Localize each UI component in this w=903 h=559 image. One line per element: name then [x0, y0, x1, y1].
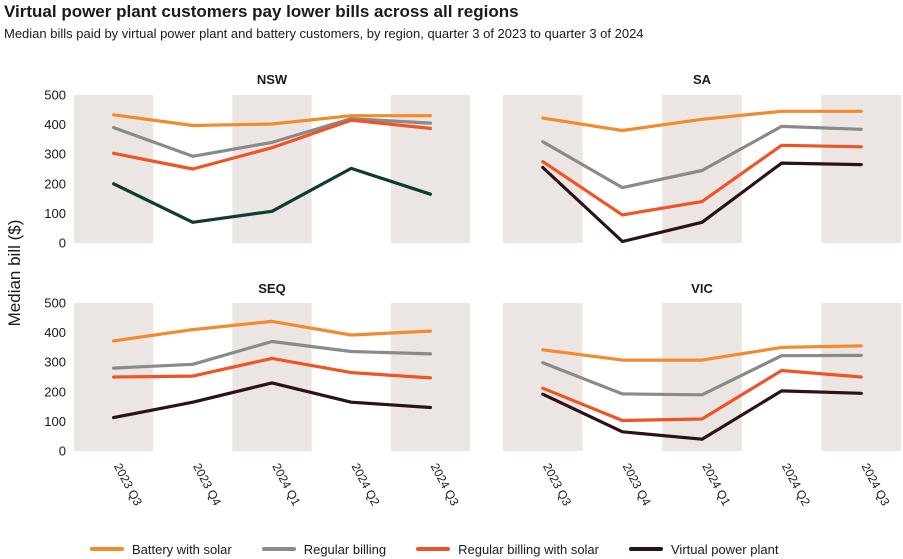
series-line-seq-virtual-power-plant — [111, 381, 432, 420]
legend-swatch-regular-billing — [261, 547, 296, 551]
series-line-seq-regular-billing — [111, 339, 432, 370]
legend-swatch-virtual-power-plant — [629, 547, 663, 551]
x-tick-label: 2023 Q4 — [620, 461, 654, 509]
legend-item-battery-with-solar: Battery with solar — [90, 542, 232, 557]
legend-label: Virtual power plant — [671, 541, 779, 557]
y-tick-label: 500 — [44, 88, 66, 103]
background-band-vic — [503, 303, 583, 451]
legend-swatch-regular-billing-with-solar — [416, 547, 451, 551]
x-tick-label: 2024 Q1 — [699, 461, 733, 509]
y-tick-label: 0 — [59, 236, 66, 251]
x-tick-label: 2023 Q3 — [111, 461, 145, 509]
y-tick-label: 200 — [44, 176, 66, 191]
x-tick-label: 2024 Q3 — [428, 461, 462, 509]
y-tick-label: 100 — [44, 206, 66, 221]
panel-title-vic: VIC — [691, 281, 713, 296]
panel-title-seq: SEQ — [258, 281, 285, 296]
series-line-vic-regular-billing — [541, 353, 863, 397]
background-band-nsw — [232, 95, 312, 243]
y-tick-label: 400 — [44, 325, 66, 340]
series-line-sa-virtual-power-plant — [541, 161, 863, 244]
y-axis-label: Median bill ($) — [5, 220, 24, 327]
chart-legend: Battery with solar Regular billing Regul… — [90, 540, 903, 558]
series-line-sa-regular-billing-with-solar — [541, 143, 863, 217]
x-tick-label: 2024 Q2 — [779, 461, 813, 509]
panel-title-nsw: NSW — [257, 72, 288, 87]
x-tick-label: 2024 Q1 — [269, 461, 303, 509]
series-line-nsw-battery-with-solar — [111, 113, 432, 128]
background-band-nsw — [390, 95, 470, 243]
y-tick-label: 100 — [44, 414, 66, 429]
y-tick-label: 300 — [44, 147, 66, 162]
chart-canvas: NSW 0 100 200 300 400 500 SA SEQ 0 100 200 300 400 500… — [5, 72, 901, 509]
background-band-sa — [821, 95, 901, 243]
background-band-vic — [662, 303, 742, 451]
series-line-sa-regular-billing — [541, 124, 863, 190]
series-line-vic-virtual-power-plant — [541, 389, 863, 441]
series-line-sa-battery-with-solar — [541, 109, 863, 133]
x-tick-label: 2023 Q4 — [190, 461, 224, 509]
y-tick-label: 300 — [44, 355, 66, 370]
background-band-seq — [232, 303, 312, 451]
series-line-seq-regular-billing-with-solar — [111, 356, 432, 380]
y-tick-label: 0 — [59, 444, 66, 459]
y-tick-label: 500 — [44, 296, 66, 311]
y-tick-label: 400 — [44, 117, 66, 132]
series-line-nsw-virtual-power-plant — [111, 166, 432, 224]
series-line-vic-battery-with-solar — [541, 344, 863, 362]
legend-label: Regular billing — [303, 541, 387, 557]
chart-subtitle: Median bills paid by virtual power plant… — [4, 26, 644, 41]
legend-item-virtual-power-plant: Virtual power plant — [629, 542, 778, 557]
x-tick-label: 2023 Q3 — [540, 461, 574, 509]
x-tick-label: 2024 Q2 — [349, 461, 383, 509]
x-tick-label: 2024 Q3 — [859, 461, 893, 509]
chart-title: Virtual power plant customers pay lower … — [4, 2, 519, 21]
series-line-nsw-regular-billing — [111, 117, 432, 158]
legend-swatch-battery-with-solar — [90, 547, 124, 551]
series-line-nsw-regular-billing-with-solar — [111, 118, 432, 171]
series-line-seq-battery-with-solar — [111, 319, 432, 343]
legend-label: Battery with solar — [132, 541, 232, 557]
legend-label: Regular billing with solar — [458, 541, 599, 557]
series-line-vic-regular-billing-with-solar — [541, 368, 863, 423]
y-tick-label: 200 — [44, 384, 66, 399]
legend-item-regular-billing: Regular billing — [261, 541, 387, 557]
panel-title-sa: SA — [693, 72, 712, 87]
legend-item-regular-billing-with-solar: Regular billing with solar — [416, 542, 599, 557]
